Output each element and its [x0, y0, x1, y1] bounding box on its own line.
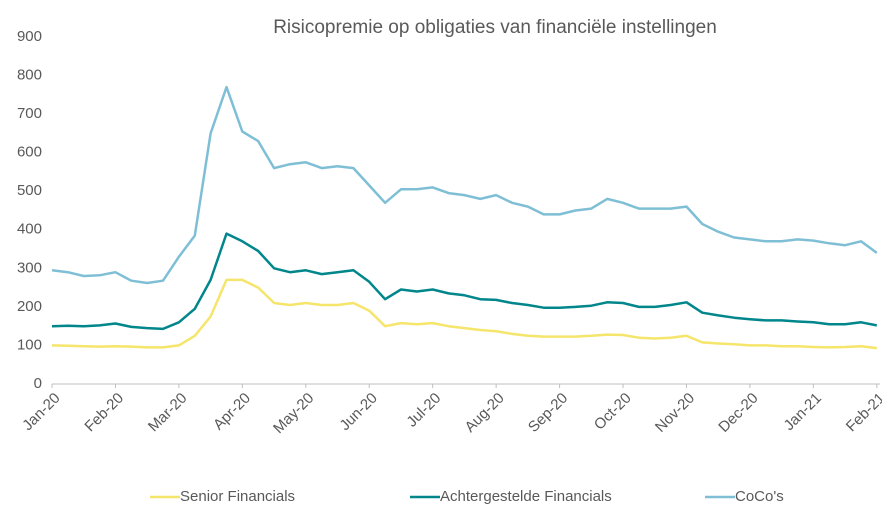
- chart-title: Risicopremie op obligaties van financiël…: [273, 17, 717, 38]
- x-tick-label: Jul-20: [403, 390, 444, 431]
- y-tick-label: 800: [17, 67, 42, 84]
- legend-label: CoCo's: [735, 488, 784, 505]
- series-line: [51, 85, 878, 285]
- x-tick-label: Dec-20: [715, 390, 761, 436]
- x-tick-label: May-20: [270, 390, 317, 437]
- y-tick-label: 400: [17, 221, 42, 238]
- y-tick-label: 700: [17, 105, 42, 122]
- y-tick-label: 200: [17, 298, 42, 315]
- legend-label: Achtergestelde Financials: [440, 488, 612, 505]
- x-tick-label: Oct-20: [591, 390, 635, 434]
- y-tick-label: 0: [34, 375, 42, 392]
- x-tick-label: Aug-20: [462, 390, 508, 436]
- x-tick-label: Feb-21: [843, 390, 882, 436]
- x-tick-label: Jun-20: [336, 390, 380, 434]
- x-tick-label: Jan-21: [781, 390, 825, 434]
- y-tick-label: 300: [17, 259, 42, 276]
- x-tick-label: Jan-20: [19, 390, 63, 434]
- legend-label: Senior Financials: [180, 488, 295, 505]
- y-tick-label: 600: [17, 144, 42, 161]
- x-tick-label: Mar-20: [145, 390, 191, 436]
- y-tick-label: 500: [17, 182, 42, 199]
- series-line: [51, 232, 878, 331]
- series-line: [51, 278, 877, 350]
- x-tick-label: Feb-20: [81, 390, 127, 436]
- y-tick-label: 900: [17, 28, 42, 45]
- y-tick-label: 100: [17, 336, 42, 353]
- x-tick-label: Sep-20: [525, 390, 571, 436]
- x-tick-label: Nov-20: [652, 390, 698, 436]
- x-tick-label: Apr-20: [210, 390, 254, 434]
